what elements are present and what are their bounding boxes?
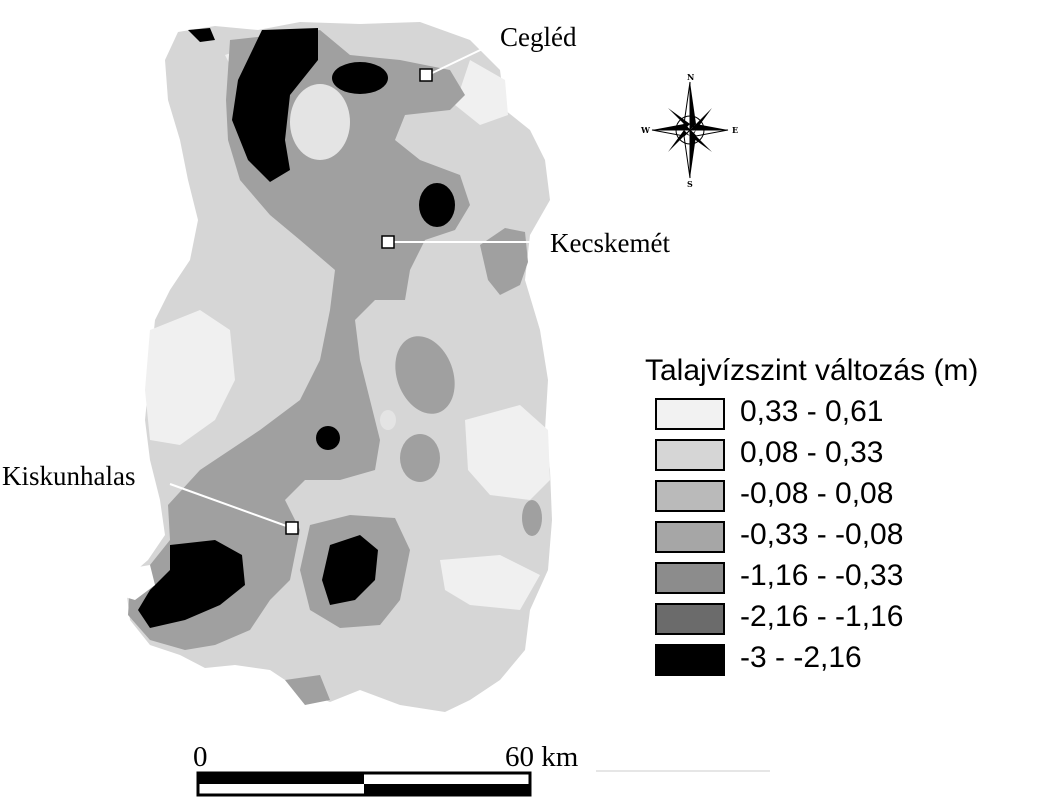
city-label-cegled: Cegléd: [500, 22, 577, 52]
region-light-patch: [290, 84, 350, 160]
region-medium-patch: [395, 336, 455, 414]
city-label-kiskunhalas: Kiskunhalas: [2, 461, 136, 491]
legend-row: -3 - -2,16: [652, 640, 978, 681]
cegled-leader-line: [427, 41, 498, 76]
legend-label: -0,33 - -0,08: [740, 518, 904, 551]
city-label-kecskemet: Kecskemét: [550, 228, 670, 258]
region-dark-patch: [419, 183, 455, 227]
compass-s: S: [687, 179, 693, 189]
region-dark-patch: [332, 62, 388, 94]
region-light-patch: [380, 410, 396, 430]
compass-w: W: [640, 125, 651, 135]
region-medium-patch: [522, 500, 542, 536]
cegled-marker: [419, 68, 433, 82]
region-light-patch: [455, 60, 508, 125]
scale-start-label: 0: [193, 741, 208, 773]
legend-row: -0,33 - -0,08: [652, 517, 978, 558]
region-medium-band: [128, 30, 470, 650]
legend-label: -1,16 - -0,33: [740, 559, 904, 592]
legend-label: -2,16 - -1,16: [740, 600, 904, 633]
legend-swatch: [655, 439, 725, 471]
region-medium-patch: [285, 675, 330, 705]
region-dark-patch: [322, 535, 378, 605]
legend-label: 0,08 - 0,33: [740, 436, 884, 469]
kecskemet-marker: [381, 235, 395, 249]
compass-e: E: [732, 125, 738, 135]
region-white-notch: [118, 565, 155, 600]
legend-label: -0,08 - 0,08: [740, 477, 894, 510]
region-light-patch: [465, 405, 550, 500]
compass-n: N: [687, 72, 694, 82]
legend-row: 0,33 - 0,61: [652, 394, 978, 435]
scale-bar: [196, 770, 770, 797]
region-dark-patch: [316, 426, 340, 450]
legend-swatch: [655, 562, 725, 594]
legend: Talajvízszint változás (m) 0,33 - 0,61 0,…: [645, 356, 978, 681]
legend-swatch: [655, 398, 725, 430]
compass-rose-icon: N S W E: [640, 72, 738, 189]
region-medium-patch: [400, 434, 440, 482]
legend-label: 0,33 - 0,61: [740, 395, 884, 428]
region-dark-patch: [188, 28, 215, 42]
kiskunhalas-marker: [285, 521, 299, 535]
legend-row: -2,16 - -1,16: [652, 599, 978, 640]
kiskunhalas-leader-line: [169, 483, 293, 529]
legend-label: -3 - -2,16: [740, 641, 862, 674]
legend-row: -0,08 - 0,08: [652, 476, 978, 517]
legend-swatch: [655, 521, 725, 553]
region-dark-patch: [232, 28, 318, 182]
region-light-patch: [440, 555, 540, 610]
legend-title: Talajvízszint változás (m): [645, 354, 979, 387]
region-light-patch: [145, 310, 235, 445]
scale-end-label: 60 km: [505, 741, 579, 773]
legend-row: 0,08 - 0,33: [652, 435, 978, 476]
legend-swatch: [655, 644, 725, 676]
legend-swatch: [655, 480, 725, 512]
legend-swatch: [655, 603, 725, 635]
legend-row: -1,16 - -0,33: [652, 558, 978, 599]
region-dark-patch: [138, 540, 245, 628]
region-medium-band: [480, 228, 528, 295]
